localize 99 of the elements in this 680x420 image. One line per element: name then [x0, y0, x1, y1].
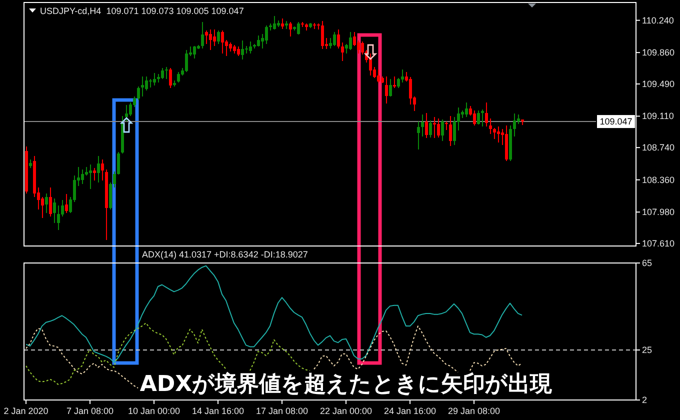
- candlestick: [453, 116, 456, 146]
- candlestick: [441, 119, 444, 142]
- candlestick: [429, 120, 432, 138]
- y-tick-label: 25: [642, 344, 652, 355]
- candlestick: [221, 30, 224, 54]
- candlestick: [169, 67, 172, 89]
- x-tick-label: 7 Jan 08:00: [66, 406, 114, 416]
- y-tick-label: 110.240: [642, 15, 674, 26]
- candlestick: [249, 41, 252, 54]
- candlestick: [353, 32, 356, 46]
- candlestick: [369, 52, 372, 76]
- y-tick-label: 107.610: [642, 238, 675, 248]
- candlestick: [257, 35, 260, 48]
- candlestick: [205, 30, 208, 45]
- annotation: ADXが境界値を超えたときに矢印が出現: [140, 371, 554, 397]
- ref-line-label: 109.047: [600, 116, 632, 127]
- candlestick: [45, 192, 48, 214]
- candlestick: [101, 158, 104, 182]
- candlestick: [389, 78, 392, 98]
- candlestick: [81, 169, 84, 185]
- candlestick: [417, 120, 420, 150]
- candlestick: [165, 66, 168, 80]
- candlestick: [97, 156, 100, 183]
- candlestick: [393, 76, 396, 89]
- candlestick: [397, 78, 400, 89]
- y-tick-label: 107.980: [642, 207, 675, 218]
- candlestick: [117, 151, 120, 176]
- candlestick: [109, 182, 112, 210]
- candlestick: [57, 204, 60, 230]
- candlestick: [209, 29, 212, 51]
- candlestick: [437, 118, 440, 138]
- candlestick: [321, 20, 324, 50]
- y-tick-label: 109.490: [642, 78, 675, 89]
- candlestick: [141, 76, 144, 98]
- candlestick: [153, 72, 156, 86]
- candlestick: [513, 113, 516, 138]
- candlestick: [137, 86, 140, 101]
- candlestick: [217, 30, 220, 45]
- candlestick: [201, 22, 204, 49]
- candlestick: [113, 170, 116, 188]
- candlestick: [473, 110, 476, 126]
- y-tick-label: 108.360: [642, 174, 675, 185]
- y-tick-label: 65: [642, 258, 652, 268]
- x-tick-label: 17 Jan 08:00: [256, 406, 308, 416]
- candlestick: [93, 167, 96, 182]
- candlestick: [357, 40, 360, 54]
- candlestick: [329, 38, 332, 49]
- candlestick: [65, 194, 68, 214]
- x-tick-label: 14 Jan 16:00: [192, 406, 244, 416]
- candlestick: [237, 46, 240, 56]
- candlestick: [53, 198, 56, 224]
- y-tick-label: 109.860: [642, 48, 675, 58]
- candlestick: [41, 196, 44, 218]
- candlestick: [273, 16, 276, 30]
- candlestick: [485, 102, 488, 127]
- candlestick: [337, 29, 340, 49]
- candlestick: [465, 102, 468, 118]
- candlestick: [421, 114, 424, 138]
- candlestick: [493, 128, 496, 140]
- line-series: [26, 265, 522, 363]
- x-tick-label: 10 Jan 00:00: [128, 406, 180, 416]
- candlestick: [497, 126, 500, 143]
- candlestick: [349, 32, 352, 51]
- candlestick: [433, 116, 436, 139]
- y-tick-label: 109.110: [642, 111, 674, 122]
- candlestick: [341, 42, 344, 62]
- chart-title: USDJPY-cd,H4 109.071 109.073 109.005 109.047: [40, 6, 244, 16]
- candlestick: [477, 110, 480, 126]
- y-tick-label: 108.740: [642, 142, 675, 153]
- candlestick: [449, 116, 452, 146]
- candlestick: [241, 40, 244, 60]
- candlestick: [161, 67, 164, 80]
- candlestick: [265, 24, 268, 45]
- candlestick: [481, 108, 484, 127]
- candlestick: [213, 29, 216, 46]
- candlestick: [129, 102, 132, 117]
- candlestick: [193, 45, 196, 59]
- candlestick: [333, 32, 336, 46]
- x-tick-label: 22 Jan 00:00: [320, 406, 372, 416]
- candlestick: [145, 76, 148, 92]
- y-tick-label: 2: [642, 395, 648, 405]
- candlestick: [289, 22, 292, 37]
- candlestick: [281, 18, 284, 30]
- candlestick: [425, 112, 428, 139]
- candlestick: [185, 50, 188, 73]
- candlestick: [229, 42, 232, 52]
- x-tick-label: 2 Jan 2020: [4, 406, 48, 416]
- candlestick: [297, 22, 300, 36]
- candlestick: [49, 186, 52, 217]
- candlestick: [385, 76, 388, 104]
- candlestick: [489, 118, 492, 135]
- candlestick: [125, 104, 128, 122]
- candlestick: [177, 72, 180, 83]
- candlestick: [377, 69, 380, 83]
- x-tick-label: 24 Jan 16:00: [384, 406, 436, 416]
- candlestick: [89, 164, 92, 190]
- candlestick: [409, 76, 412, 105]
- x-tick-label: 29 Jan 08:00: [448, 406, 500, 416]
- chart-title: ADX(14) 41.0317 +DI:8.6342 -DI:18.9027: [142, 250, 308, 260]
